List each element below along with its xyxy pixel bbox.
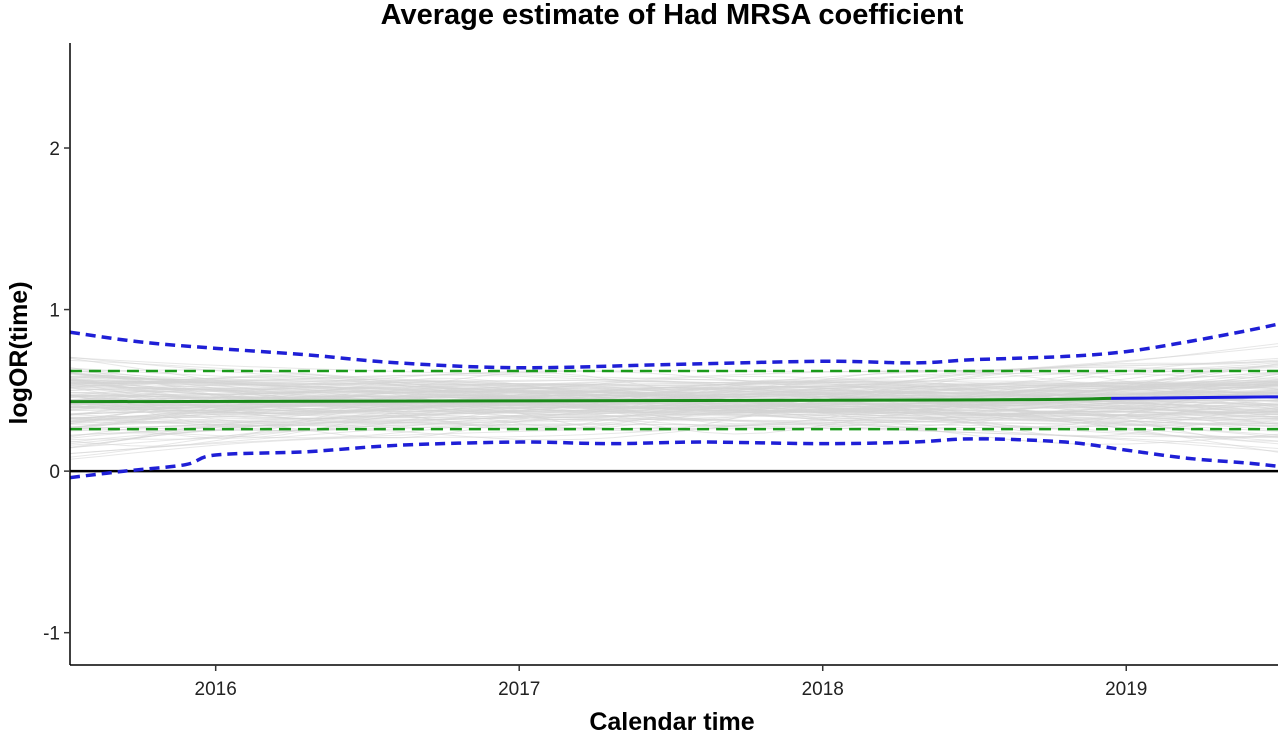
y-tick-label: -1 <box>43 624 60 645</box>
series-estimate <box>70 396 1112 404</box>
simulated-curve <box>70 374 1278 394</box>
y-tick-label: 2 <box>49 139 60 160</box>
simulated-curves <box>70 343 1278 460</box>
simulated-curve <box>70 411 1278 448</box>
x-tick-label: 2019 <box>1105 679 1147 700</box>
simulated-curve <box>70 423 1278 455</box>
simulated-curve <box>70 410 1278 423</box>
simulated-curve <box>70 373 1278 394</box>
simulated-curve <box>70 407 1278 439</box>
series-layer <box>70 322 1278 480</box>
simulated-curve <box>70 416 1278 449</box>
y-axis-title: logOR(time) <box>5 281 33 424</box>
x-axis-title: Calendar time <box>589 708 754 736</box>
x-tick-label: 2018 <box>802 679 844 700</box>
simulated-curve <box>70 383 1278 394</box>
series-band-upper <box>70 322 1278 370</box>
x-tick-label: 2017 <box>498 679 540 700</box>
simulated-curve <box>70 393 1278 409</box>
simulated-curve <box>70 409 1278 436</box>
y-tick-label: 1 <box>49 301 60 322</box>
axes: -1 0 1 2 2016 2017 2018 2019 <box>43 43 1278 700</box>
x-tick-label: 2016 <box>195 679 237 700</box>
series-estimate-tail <box>1111 395 1278 400</box>
simulated-curve <box>70 362 1278 415</box>
simulated-curve <box>70 391 1278 436</box>
y-tick-label: 0 <box>49 462 60 483</box>
chart-title: Average estimate of Had MRSA coefficient <box>381 0 964 31</box>
series-band-lower <box>70 437 1278 480</box>
simulated-curve <box>70 391 1278 432</box>
simulated-curve <box>70 376 1278 394</box>
simulated-curve <box>70 402 1278 413</box>
